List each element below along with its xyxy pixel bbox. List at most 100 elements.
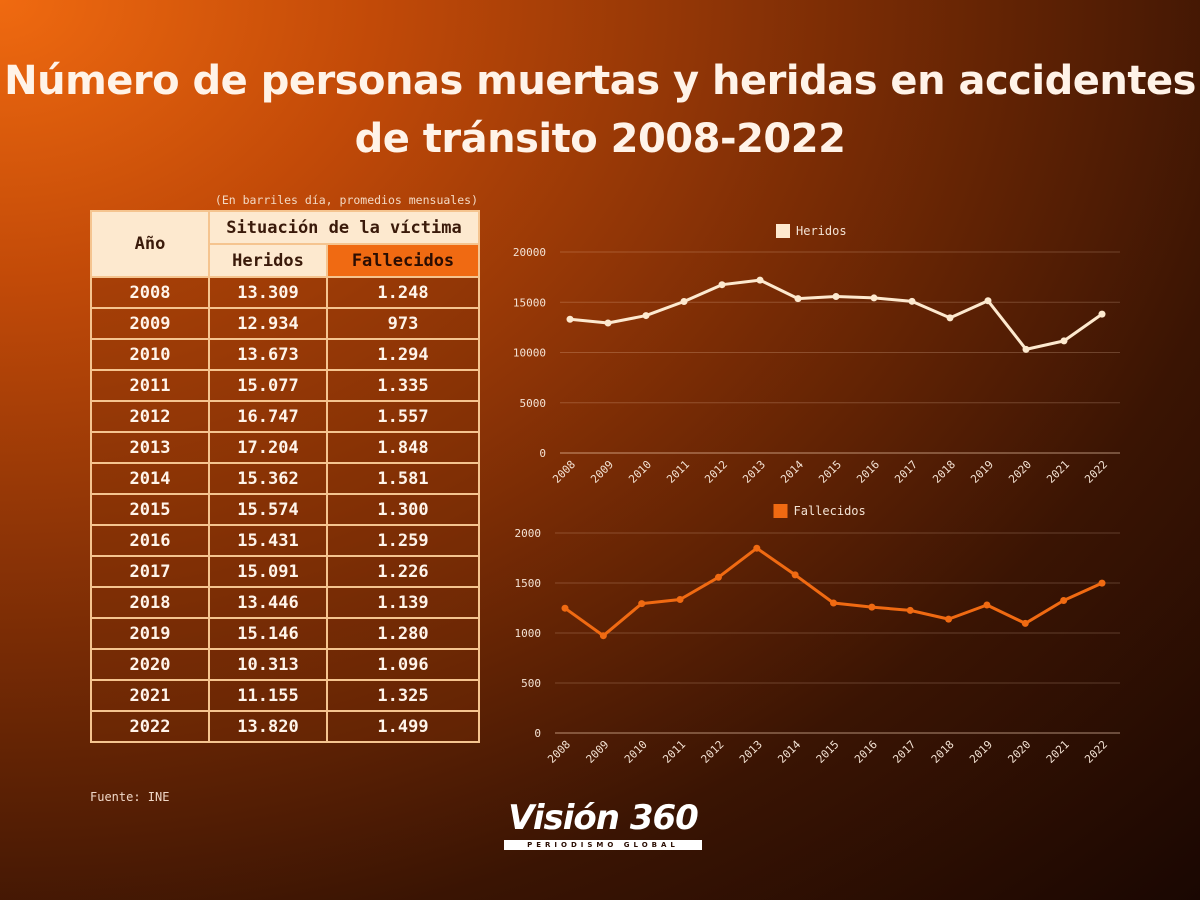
legend-label: Heridos — [796, 224, 847, 238]
fallecidos-cell: 1.248 — [326, 276, 480, 309]
year-header: Año — [90, 210, 210, 278]
series-line — [564, 546, 1103, 638]
data-point — [604, 319, 612, 327]
fallecidos-cell: 1.848 — [326, 431, 480, 464]
table-row: 2022 13.820 1.499 — [90, 710, 480, 743]
year-cell: 2016 — [90, 524, 210, 557]
data-point — [1098, 310, 1106, 318]
y-tick-label: 10000 — [513, 347, 546, 360]
year-cell: 2020 — [90, 648, 210, 681]
data-point — [680, 297, 688, 305]
table-row: 2011 15.077 1.335 — [90, 369, 480, 402]
year-cell: 2019 — [90, 617, 210, 650]
table-row: 2017 15.091 1.226 — [90, 555, 480, 588]
fallecidos-cell: 1.226 — [326, 555, 480, 588]
year-cell: 2014 — [90, 462, 210, 495]
data-point — [830, 599, 837, 607]
year-cell: 2017 — [90, 555, 210, 588]
year-cell: 2018 — [90, 586, 210, 619]
year-cell: 2015 — [90, 493, 210, 526]
x-tick-label: 2009 — [584, 738, 612, 766]
heridos-cell: 12.934 — [208, 307, 328, 340]
data-point — [1021, 619, 1029, 627]
x-tick-label: 2019 — [967, 738, 995, 766]
table-note: (En barriles día, promedios mensuales) — [214, 193, 478, 207]
data-point — [794, 295, 802, 303]
year-cell: 2022 — [90, 710, 210, 743]
fallecidos-cell: 1.280 — [326, 617, 480, 650]
fallecidos-cell: 1.300 — [326, 493, 480, 526]
data-point — [946, 314, 954, 322]
x-tick-label: 2011 — [660, 738, 688, 766]
data-point — [1060, 337, 1068, 345]
heridos-cell: 15.362 — [208, 462, 328, 495]
data-point — [1098, 579, 1106, 587]
table-row: 2014 15.362 1.581 — [90, 462, 480, 495]
table-row: 2021 11.155 1.325 — [90, 679, 480, 712]
year-cell: 2013 — [90, 431, 210, 464]
data-point — [566, 315, 574, 323]
heridos-cell: 15.431 — [208, 524, 328, 557]
table-row: 2020 10.313 1.096 — [90, 648, 480, 681]
heridos-cell: 13.673 — [208, 338, 328, 371]
fallecidos-cell: 973 — [326, 307, 480, 340]
data-point — [832, 292, 840, 300]
chart-title: Número de personas muertas y heridas en … — [4, 58, 1196, 162]
legend-swatch — [773, 504, 788, 518]
fallecidos-cell: 1.294 — [326, 338, 480, 371]
table-row: 2010 13.673 1.294 — [90, 338, 480, 371]
heridos-cell: 13.309 — [208, 276, 328, 309]
data-point — [718, 281, 726, 289]
data-point — [868, 603, 876, 611]
year-cell: 2009 — [90, 307, 210, 340]
heridos-cell: 16.747 — [208, 400, 328, 433]
table-row: 2015 15.574 1.300 — [90, 493, 480, 526]
data-point — [983, 601, 991, 609]
data-point — [638, 600, 646, 608]
x-tick-label: 2022 — [1082, 738, 1110, 766]
data-point — [753, 544, 761, 552]
heridos-cell: 15.091 — [208, 555, 328, 588]
x-tick-label: 2012 — [699, 738, 727, 766]
fallecidos-cell: 1.259 — [326, 524, 480, 557]
data-point — [791, 571, 799, 579]
x-tick-label: 2015 — [814, 738, 842, 766]
data-point — [714, 573, 722, 581]
year-cell: 2010 — [90, 338, 210, 371]
data-point — [945, 615, 953, 623]
table-row: 2016 15.431 1.259 — [90, 524, 480, 557]
logo-sub-text: PERIODISMO GLOBAL — [504, 840, 702, 850]
x-tick-label: 2021 — [1044, 738, 1072, 766]
heridos-cell: 10.313 — [208, 648, 328, 681]
year-cell: 2012 — [90, 400, 210, 433]
data-point — [906, 606, 914, 614]
heridos-cell: 13.446 — [208, 586, 328, 619]
brand-logo: Visión 360 PERIODISMO GLOBAL — [504, 798, 702, 850]
year-cell: 2021 — [90, 679, 210, 712]
fallecidos-cell: 1.499 — [326, 710, 480, 743]
data-point — [984, 297, 992, 305]
year-cell: 2011 — [90, 369, 210, 402]
x-tick-label: 2008 — [545, 738, 573, 766]
fallecidos-cell: 1.325 — [326, 679, 480, 712]
fallecidos-cell: 1.139 — [326, 586, 480, 619]
data-point — [1060, 597, 1068, 604]
table-body: 2008 13.309 1.248 2009 12.934 973 2010 13.673 1.… — [90, 276, 480, 743]
y-tick-label: 1000 — [515, 627, 542, 640]
legend-swatch — [776, 224, 790, 238]
data-point — [908, 297, 916, 305]
heridos-cell: 15.146 — [208, 617, 328, 650]
heridos-cell: 11.155 — [208, 679, 328, 712]
data-table: Año Situación de la víctima Heridos Fall… — [90, 210, 480, 743]
y-tick-label: 0 — [534, 727, 541, 740]
x-tick-label: 2017 — [890, 738, 918, 766]
data-point — [561, 604, 569, 612]
heridos-cell: 17.204 — [208, 431, 328, 464]
heridos-cell: 15.077 — [208, 369, 328, 402]
x-tick-label: 2010 — [622, 738, 650, 766]
table-row: 2013 17.204 1.848 — [90, 431, 480, 464]
y-tick-label: 20000 — [513, 246, 546, 259]
x-tick-label: 2013 — [737, 738, 765, 766]
